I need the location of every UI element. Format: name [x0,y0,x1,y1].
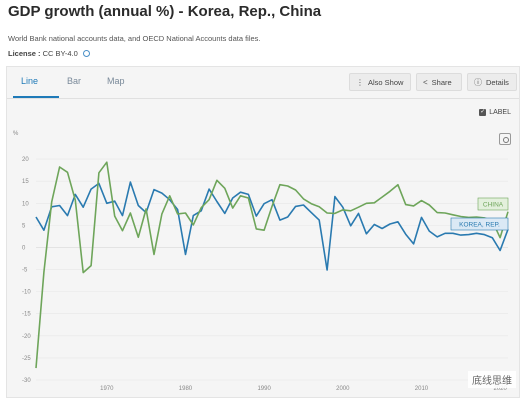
label-toggle-text: LABEL [489,109,511,116]
more-vertical-icon: ⋮ [356,77,364,87]
y-tick-label: 5 [22,223,26,229]
tab-map[interactable]: Map [107,76,125,86]
details-button[interactable]: ⓘ Details [467,73,517,91]
x-tick-label: 1980 [179,386,193,392]
y-axis-label: % [13,131,19,137]
x-tick-label: 2000 [336,386,350,392]
page-title: GDP growth (annual %) - Korea, Rep., Chi… [8,3,322,20]
also-show-label: Also Show [368,77,404,87]
tab-divider [7,98,519,99]
chart-panel: Line Bar Map ⋮ Also Show < Share ⓘ Detai… [6,66,520,398]
y-tick-label: -20 [22,334,31,340]
fullscreen-icon[interactable] [499,133,511,145]
series-line-korea [35,181,509,271]
also-show-button[interactable]: ⋮ Also Show [349,73,411,91]
y-tick-label: 15 [22,179,29,185]
details-label: Details [486,77,509,87]
source-note: World Bank national accounts data, and O… [8,34,261,43]
tab-line[interactable]: Line [21,76,39,86]
share-button[interactable]: < Share [416,73,462,91]
y-tick-label: 0 [22,245,26,251]
x-tick-label: 1990 [257,386,271,392]
series-end-label-box [477,197,509,211]
tab-bar-chart[interactable]: Bar [67,76,82,86]
series-line-china [35,161,509,369]
y-tick-label: -15 [22,312,31,318]
y-tick-label: -30 [22,378,31,384]
tab-bar: Line Bar Map ⋮ Also Show < Share ⓘ Detai… [7,67,519,99]
y-tick-label: 10 [22,201,29,207]
y-tick-label: 20 [22,157,29,163]
x-tick-label: 2010 [415,386,429,392]
y-tick-label: -5 [22,268,28,274]
x-tick-label: 1970 [100,386,114,392]
label-toggle[interactable]: ✓ LABEL [479,109,511,116]
header: GDP growth (annual %) - Korea, Rep., Chi… [8,2,520,59]
x-tick-label: 2020 [493,386,507,392]
y-tick-label: -10 [22,290,31,296]
watermark: 底线思维 [468,371,516,388]
series-end-label: CHINA [483,202,504,209]
y-tick-label: -25 [22,356,31,362]
active-tab-indicator [13,96,59,98]
series-end-label: KOREA, REP. [459,222,500,229]
license-value[interactable]: CC BY-4.0 [42,49,78,58]
share-icon: < [423,77,428,87]
info-circle-icon: ⓘ [474,77,482,87]
checkbox-checked-icon[interactable]: ✓ [479,109,487,116]
info-icon[interactable] [82,50,90,57]
share-label: Share [431,77,452,87]
license-label: License : [8,49,41,58]
series-end-label-box [450,217,509,231]
license-line: License : CC BY-4.0 [8,49,520,59]
